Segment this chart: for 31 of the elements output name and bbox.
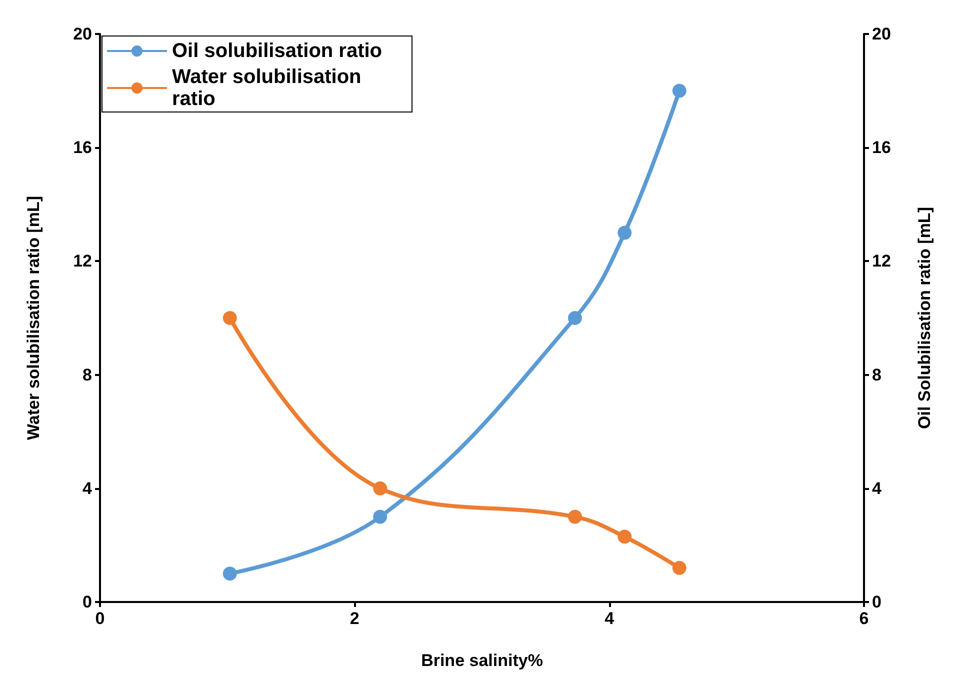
legend-label: Water solubilisation ratio <box>172 66 367 110</box>
point <box>618 226 632 240</box>
point <box>373 481 388 496</box>
x-tick-label: 2 <box>350 609 360 628</box>
y-tick-label: 8 <box>82 365 92 384</box>
y2-tick-label: 4 <box>872 478 882 498</box>
point <box>672 84 686 98</box>
y-tick-label: 4 <box>82 478 93 498</box>
x-tick-label: 6 <box>859 609 869 628</box>
y-tick-label: 12 <box>73 252 92 271</box>
point <box>222 566 237 581</box>
legend-label: Oil solubilisation ratio <box>172 40 382 62</box>
x-tick-label: 0 <box>95 609 105 628</box>
y2-tick-label: 12 <box>872 252 891 271</box>
point <box>568 510 582 524</box>
y2-tick-label: 20 <box>872 24 891 44</box>
point <box>568 311 582 325</box>
point <box>222 311 237 325</box>
y2-axis-title: Oil Solubilisation ratio [mL] <box>915 207 934 429</box>
y2-tick-label: 8 <box>872 365 882 384</box>
point <box>672 560 686 575</box>
y-tick-label: 0 <box>82 592 92 612</box>
y2-tick-label: 16 <box>872 138 891 158</box>
y2-tick-label: 0 <box>872 592 882 612</box>
y-tick-label: 20 <box>73 24 92 44</box>
x-axis-title: Brine salinity% <box>421 651 543 670</box>
x-tick-label: 4 <box>604 609 615 628</box>
y-axis-title: Water solubilisation ratio [mL] <box>24 196 43 440</box>
point <box>618 530 632 544</box>
y-tick-label: 16 <box>73 138 92 158</box>
point <box>373 510 388 524</box>
